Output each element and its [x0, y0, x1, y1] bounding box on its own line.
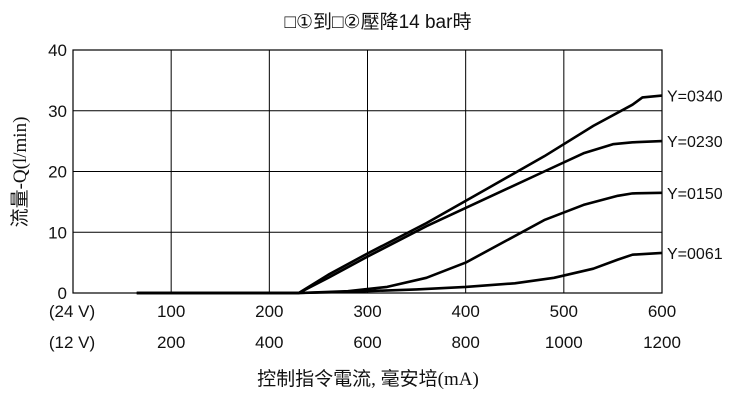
series-lines: [136, 94, 663, 295]
x-tick-label: 400: [255, 333, 283, 352]
y-tick-label: 10: [48, 223, 67, 242]
x-tick-label: 1000: [545, 333, 583, 352]
y-tick-label: 20: [48, 163, 67, 182]
x-tick-label: 800: [451, 333, 479, 352]
x-tick-label: 200: [157, 333, 185, 352]
y-tick-label: 30: [48, 102, 67, 121]
series-line: [136, 251, 663, 295]
x-tick-label: 600: [648, 302, 676, 321]
series-labels: Y=0340 Y=0230 Y=0150 Y=0061: [667, 89, 723, 263]
grid: [73, 50, 662, 293]
y-tick-label: 40: [48, 41, 67, 60]
x-axis-unit-label: (12 V): [49, 333, 95, 352]
series-line: [136, 191, 663, 295]
x-tick-label: 200: [255, 302, 283, 321]
series-label: Y=0061: [667, 246, 723, 263]
series-line: [136, 94, 663, 295]
x-tick-label: 100: [157, 302, 185, 321]
y-axis-tick-labels: 0 10 20 30 40: [48, 41, 67, 303]
series-label: Y=0150: [667, 186, 723, 203]
x-tick-label: 1200: [643, 333, 681, 352]
y-axis-label: 流量-Q(l/min): [9, 117, 31, 228]
x-tick-label: 300: [353, 302, 381, 321]
series-label: Y=0230: [667, 134, 723, 151]
y-tick-label: 0: [58, 284, 67, 303]
x-tick-label: 400: [451, 302, 479, 321]
x-tick-label: 500: [550, 302, 578, 321]
chart-title: □①到□②壓降14 bar時: [285, 11, 472, 33]
series-line: [136, 139, 663, 295]
x-tick-label: 600: [353, 333, 381, 352]
x-axis-label: 控制指令電流, 毫安培(mA): [257, 368, 479, 390]
series-label: Y=0340: [667, 89, 723, 106]
x-axis-tick-labels: (24 V) 100 200 300 400 500 600 (12 V) 200 400 600 8…: [49, 302, 681, 352]
plot-frame: [72, 49, 663, 294]
x-axis-unit-label: (24 V): [49, 302, 95, 321]
